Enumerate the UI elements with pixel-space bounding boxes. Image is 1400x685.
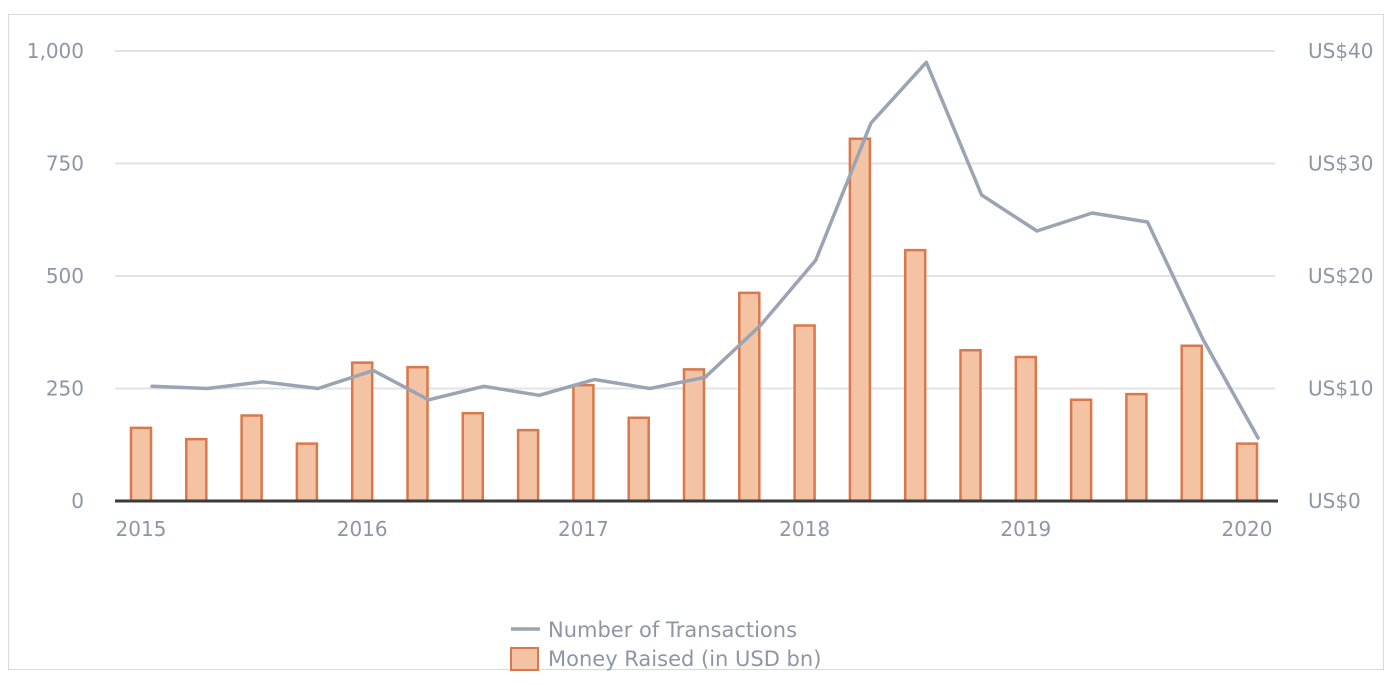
left-tick-label: 250 (46, 377, 84, 401)
right-tick-label: US$10 (1308, 377, 1374, 401)
x-tick-label: 2017 (558, 517, 609, 541)
left-tick-label: 0 (71, 489, 84, 513)
left-tick-label: 500 (46, 264, 84, 288)
bar-2015-q3 (240, 414, 263, 503)
bar-2015-q1 (129, 426, 153, 503)
bar-2019-q1 (1014, 355, 1038, 503)
x-tick-label: 2015 (116, 517, 167, 541)
x-tick-label: 2018 (779, 517, 830, 541)
right-tick-label: US$20 (1308, 264, 1374, 288)
bar-2015-q4 (295, 442, 319, 503)
left-axis-ticks: 0 250 500 750 1,000 (27, 39, 84, 513)
right-tick-label: US$30 (1308, 152, 1374, 176)
legend: Number of Transactions Money Raised (in … (510, 618, 821, 671)
bar-2017-q3 (682, 368, 706, 503)
right-tick-label: US$40 (1308, 39, 1374, 63)
bar-2019-q3 (1125, 392, 1148, 503)
right-axis-ticks: US$0 US$10 US$20 US$30 US$40 (1308, 39, 1374, 513)
bar-2018-q2 (848, 137, 872, 503)
money-raised-bars (129, 137, 1259, 503)
bar-2016-q2 (406, 365, 429, 503)
bar-2019-q2 (1069, 398, 1093, 503)
bar-2018-q1 (793, 324, 816, 503)
bar-2019-q4 (1180, 344, 1203, 503)
bar-2020-q1 (1235, 442, 1259, 503)
bar-2016-q4 (516, 428, 540, 503)
bar-2017-q4 (738, 291, 761, 503)
bar-2018-q4 (959, 349, 982, 503)
bar-2017-q2 (627, 416, 650, 503)
left-tick-label: 750 (46, 152, 84, 176)
x-tick-label: 2020 (1222, 517, 1273, 541)
bar-2017-q1 (572, 383, 595, 503)
bar-2016-q3 (461, 412, 485, 503)
left-tick-label: 1,000 (27, 39, 84, 63)
bar-2015-q2 (185, 437, 208, 503)
legend-box-marker (510, 647, 539, 671)
right-tick-label: US$0 (1308, 489, 1361, 513)
chart-frame (8, 14, 1384, 670)
legend-label-money-raised: Money Raised (in USD bn) (548, 647, 821, 671)
gridlines (115, 50, 1275, 390)
bar-2018-q3 (903, 248, 927, 503)
x-tick-label: 2016 (337, 517, 388, 541)
legend-label-transactions: Number of Transactions (548, 618, 797, 642)
transactions-line (150, 60, 1260, 440)
x-axis-ticks: 2015 2016 2017 2018 2019 2020 (116, 517, 1273, 541)
bar-2016-q1 (350, 361, 374, 503)
x-tick-label: 2019 (1000, 517, 1051, 541)
